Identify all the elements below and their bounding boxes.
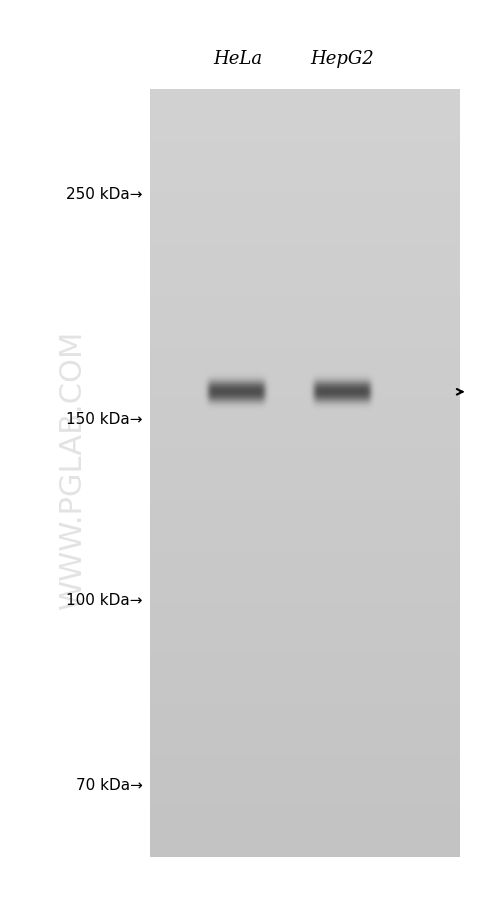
Text: 100 kDa→: 100 kDa→ bbox=[66, 593, 142, 607]
Text: 150 kDa→: 150 kDa→ bbox=[66, 412, 142, 427]
Text: WWW.PGLAB.COM: WWW.PGLAB.COM bbox=[58, 329, 87, 609]
Text: HeLa: HeLa bbox=[213, 50, 262, 68]
Text: 70 kDa→: 70 kDa→ bbox=[76, 778, 142, 792]
Text: 250 kDa→: 250 kDa→ bbox=[66, 187, 142, 201]
Text: HepG2: HepG2 bbox=[310, 50, 374, 68]
